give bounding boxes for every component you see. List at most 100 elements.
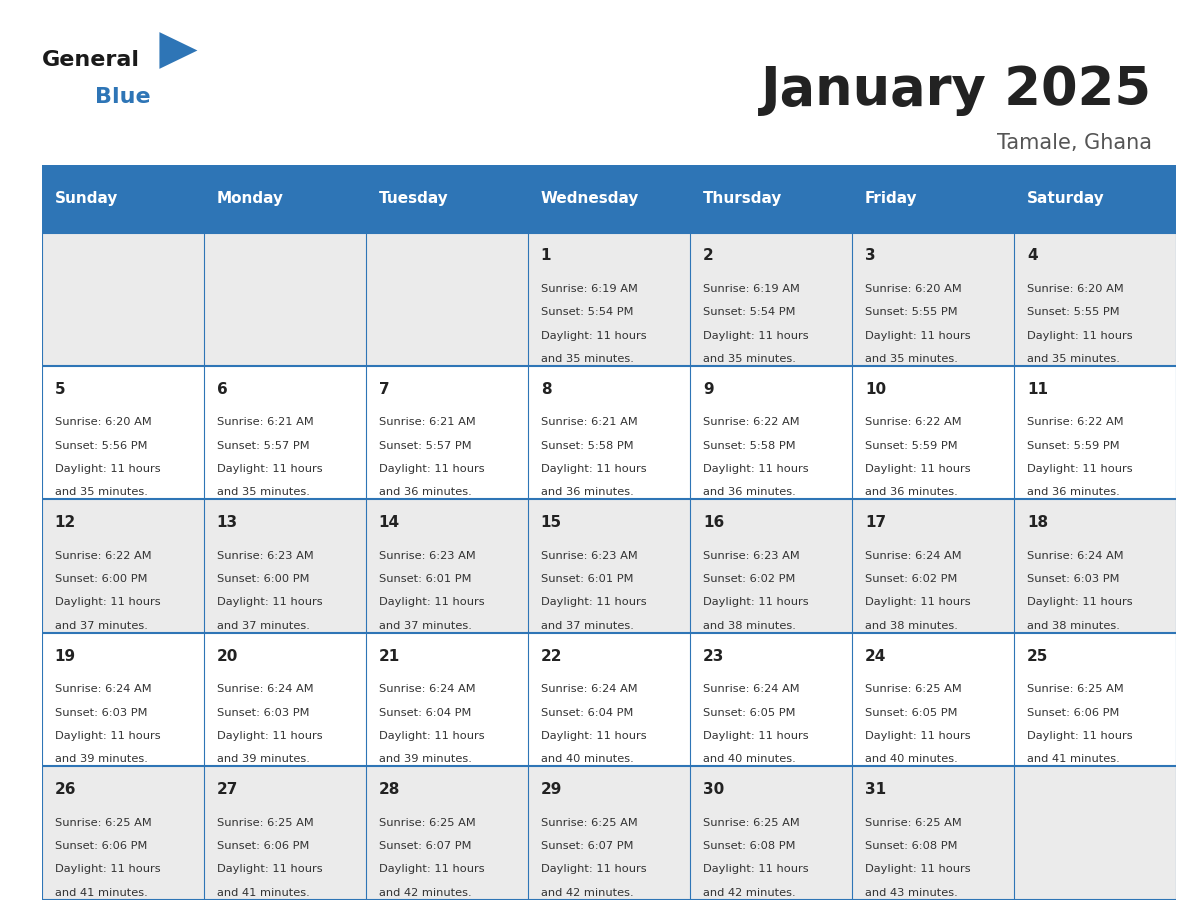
- Text: Sunrise: 6:25 AM: Sunrise: 6:25 AM: [216, 818, 314, 828]
- Text: 6: 6: [216, 382, 227, 397]
- Text: Thursday: Thursday: [703, 191, 782, 207]
- Text: Sunset: 6:05 PM: Sunset: 6:05 PM: [703, 708, 795, 718]
- Text: Daylight: 11 hours: Daylight: 11 hours: [865, 731, 971, 741]
- Text: Tuesday: Tuesday: [379, 191, 448, 207]
- Text: Daylight: 11 hours: Daylight: 11 hours: [1026, 465, 1132, 474]
- Text: and 37 minutes.: and 37 minutes.: [216, 621, 310, 631]
- Text: Daylight: 11 hours: Daylight: 11 hours: [55, 598, 160, 608]
- Bar: [42, 767, 1176, 900]
- Text: Daylight: 11 hours: Daylight: 11 hours: [1026, 330, 1132, 341]
- Text: Sunrise: 6:23 AM: Sunrise: 6:23 AM: [379, 551, 475, 561]
- Text: Sunset: 6:03 PM: Sunset: 6:03 PM: [216, 708, 309, 718]
- Bar: [42, 366, 1176, 499]
- Text: Daylight: 11 hours: Daylight: 11 hours: [865, 465, 971, 474]
- Text: Daylight: 11 hours: Daylight: 11 hours: [216, 465, 322, 474]
- Text: Sunset: 6:05 PM: Sunset: 6:05 PM: [865, 708, 958, 718]
- Text: and 35 minutes.: and 35 minutes.: [865, 354, 958, 364]
- Text: 22: 22: [541, 649, 562, 664]
- Text: 18: 18: [1026, 515, 1048, 531]
- Text: Sunrise: 6:25 AM: Sunrise: 6:25 AM: [379, 818, 475, 828]
- Text: and 38 minutes.: and 38 minutes.: [865, 621, 958, 631]
- Text: Daylight: 11 hours: Daylight: 11 hours: [541, 598, 646, 608]
- Text: Sunrise: 6:22 AM: Sunrise: 6:22 AM: [703, 418, 800, 428]
- Bar: [527, 165, 690, 232]
- Text: 4: 4: [1026, 249, 1037, 263]
- Text: Sunset: 5:57 PM: Sunset: 5:57 PM: [216, 441, 309, 451]
- Text: and 42 minutes.: and 42 minutes.: [541, 888, 633, 898]
- Text: 17: 17: [865, 515, 886, 531]
- Text: Sunrise: 6:25 AM: Sunrise: 6:25 AM: [55, 818, 151, 828]
- Text: 21: 21: [379, 649, 400, 664]
- Text: Sunset: 6:00 PM: Sunset: 6:00 PM: [55, 574, 147, 584]
- Text: 15: 15: [541, 515, 562, 531]
- Text: Friday: Friday: [865, 191, 917, 207]
- Text: Sunrise: 6:23 AM: Sunrise: 6:23 AM: [703, 551, 800, 561]
- Text: Sunset: 6:04 PM: Sunset: 6:04 PM: [379, 708, 472, 718]
- Text: Sunrise: 6:24 AM: Sunrise: 6:24 AM: [703, 684, 800, 694]
- Text: Sunrise: 6:20 AM: Sunrise: 6:20 AM: [55, 418, 151, 428]
- Text: Sunrise: 6:23 AM: Sunrise: 6:23 AM: [541, 551, 638, 561]
- Text: 10: 10: [865, 382, 886, 397]
- Text: Blue: Blue: [95, 87, 151, 107]
- Text: Daylight: 11 hours: Daylight: 11 hours: [216, 865, 322, 874]
- Text: and 35 minutes.: and 35 minutes.: [55, 487, 147, 498]
- Text: Sunrise: 6:23 AM: Sunrise: 6:23 AM: [216, 551, 314, 561]
- Bar: [42, 165, 203, 232]
- Text: and 39 minutes.: and 39 minutes.: [55, 755, 147, 765]
- Text: and 42 minutes.: and 42 minutes.: [703, 888, 796, 898]
- Text: Sunset: 5:55 PM: Sunset: 5:55 PM: [1026, 308, 1119, 318]
- Text: and 36 minutes.: and 36 minutes.: [1026, 487, 1120, 498]
- Text: Sunrise: 6:22 AM: Sunrise: 6:22 AM: [55, 551, 151, 561]
- Text: Daylight: 11 hours: Daylight: 11 hours: [703, 865, 809, 874]
- Text: Daylight: 11 hours: Daylight: 11 hours: [216, 731, 322, 741]
- Text: and 35 minutes.: and 35 minutes.: [1026, 354, 1120, 364]
- Text: 19: 19: [55, 649, 76, 664]
- Text: Sunrise: 6:24 AM: Sunrise: 6:24 AM: [216, 684, 314, 694]
- Text: and 38 minutes.: and 38 minutes.: [703, 621, 796, 631]
- Text: Sunrise: 6:19 AM: Sunrise: 6:19 AM: [541, 284, 638, 294]
- Text: Sunset: 6:08 PM: Sunset: 6:08 PM: [865, 841, 958, 851]
- Text: and 37 minutes.: and 37 minutes.: [541, 621, 633, 631]
- Bar: [366, 165, 527, 232]
- Text: and 37 minutes.: and 37 minutes.: [55, 621, 147, 631]
- Text: Sunset: 5:55 PM: Sunset: 5:55 PM: [865, 308, 958, 318]
- Text: Sunset: 6:03 PM: Sunset: 6:03 PM: [55, 708, 147, 718]
- Text: Sunrise: 6:24 AM: Sunrise: 6:24 AM: [55, 684, 151, 694]
- Text: Sunday: Sunday: [55, 191, 118, 207]
- Text: Daylight: 11 hours: Daylight: 11 hours: [55, 865, 160, 874]
- Text: Sunrise: 6:20 AM: Sunrise: 6:20 AM: [1026, 284, 1124, 294]
- Text: Sunrise: 6:22 AM: Sunrise: 6:22 AM: [865, 418, 961, 428]
- Text: and 36 minutes.: and 36 minutes.: [703, 487, 796, 498]
- Text: 25: 25: [1026, 649, 1048, 664]
- Text: Sunrise: 6:21 AM: Sunrise: 6:21 AM: [541, 418, 638, 428]
- Text: 23: 23: [703, 649, 725, 664]
- Text: Sunset: 6:07 PM: Sunset: 6:07 PM: [541, 841, 633, 851]
- Text: Tamale, Ghana: Tamale, Ghana: [998, 133, 1152, 153]
- Text: Sunset: 5:58 PM: Sunset: 5:58 PM: [541, 441, 633, 451]
- Text: Sunrise: 6:20 AM: Sunrise: 6:20 AM: [865, 284, 961, 294]
- Text: Daylight: 11 hours: Daylight: 11 hours: [541, 330, 646, 341]
- Text: Sunset: 5:54 PM: Sunset: 5:54 PM: [541, 308, 633, 318]
- Text: Monday: Monday: [216, 191, 284, 207]
- Bar: [42, 633, 1176, 767]
- Text: Daylight: 11 hours: Daylight: 11 hours: [541, 865, 646, 874]
- Text: 30: 30: [703, 782, 725, 797]
- Text: Sunset: 5:59 PM: Sunset: 5:59 PM: [1026, 441, 1119, 451]
- Text: Daylight: 11 hours: Daylight: 11 hours: [703, 731, 809, 741]
- Text: Sunset: 5:56 PM: Sunset: 5:56 PM: [55, 441, 147, 451]
- Text: Daylight: 11 hours: Daylight: 11 hours: [55, 731, 160, 741]
- Text: and 36 minutes.: and 36 minutes.: [541, 487, 633, 498]
- Text: Sunset: 6:08 PM: Sunset: 6:08 PM: [703, 841, 795, 851]
- Text: Daylight: 11 hours: Daylight: 11 hours: [541, 731, 646, 741]
- Text: Sunset: 5:58 PM: Sunset: 5:58 PM: [703, 441, 796, 451]
- Text: Sunrise: 6:24 AM: Sunrise: 6:24 AM: [865, 551, 961, 561]
- Text: Sunset: 6:06 PM: Sunset: 6:06 PM: [1026, 708, 1119, 718]
- Text: Daylight: 11 hours: Daylight: 11 hours: [1026, 731, 1132, 741]
- Text: and 41 minutes.: and 41 minutes.: [55, 888, 147, 898]
- Text: and 35 minutes.: and 35 minutes.: [703, 354, 796, 364]
- Text: Sunset: 6:07 PM: Sunset: 6:07 PM: [379, 841, 472, 851]
- Text: Sunset: 6:00 PM: Sunset: 6:00 PM: [216, 574, 309, 584]
- Polygon shape: [159, 32, 197, 69]
- Text: Sunset: 6:01 PM: Sunset: 6:01 PM: [379, 574, 472, 584]
- Text: 1: 1: [541, 249, 551, 263]
